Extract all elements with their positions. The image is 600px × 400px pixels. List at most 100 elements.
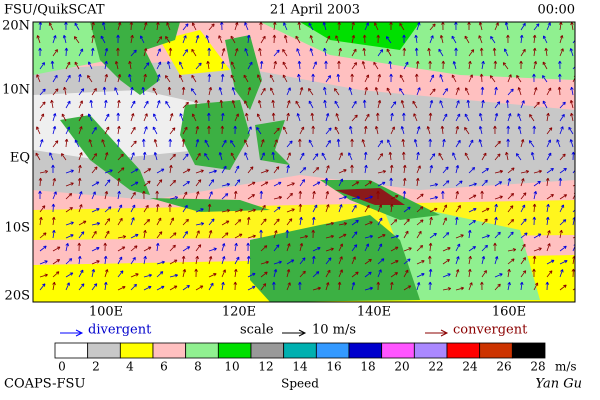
wind-arrow: [505, 151, 509, 161]
wind-arrow: [117, 22, 122, 31]
wind-arrow: [286, 152, 291, 161]
wind-arrow: [130, 113, 135, 122]
wind-arrow: [494, 140, 501, 148]
wind-arrow: [325, 190, 330, 200]
wind-arrow: [38, 190, 42, 200]
wind-arrow: [102, 86, 107, 96]
wind-arrow: [493, 242, 497, 252]
wind-arrow: [39, 205, 46, 213]
wind-arrow: [182, 285, 190, 291]
wind-arrow: [468, 282, 473, 291]
wind-arrow: [114, 60, 119, 70]
lat-label: 10N: [2, 83, 30, 98]
wind-arrow: [455, 269, 460, 278]
wind-arrow: [78, 269, 84, 278]
wind-arrow: [143, 168, 152, 174]
wind-arrow: [428, 281, 432, 291]
wind-arrow: [208, 86, 213, 96]
wind-arrow: [351, 114, 358, 122]
colorbar-swatch: [217, 342, 252, 359]
wind-arrow: [247, 208, 256, 213]
wind-arrow: [65, 126, 71, 135]
wind-arrow: [153, 152, 158, 161]
wind-arrow: [39, 139, 44, 148]
wind-arrow: [90, 47, 95, 57]
wind-arrow: [520, 178, 525, 187]
wind-arrow: [506, 125, 510, 135]
wind-arrow: [282, 48, 288, 57]
wind-arrow: [39, 101, 46, 109]
wind-arrow: [218, 87, 223, 96]
wind-arrow: [546, 270, 553, 278]
wind-arrow: [441, 190, 445, 200]
wind-arrow: [399, 74, 405, 83]
wind-arrow: [273, 166, 280, 174]
wind-arrow: [468, 255, 472, 265]
wind-arrow: [117, 125, 121, 135]
wind-arrow: [190, 88, 197, 96]
wind-arrow: [221, 112, 225, 122]
wind-arrow: [464, 113, 470, 122]
wind-arrow: [65, 61, 71, 70]
wind-arrow: [376, 190, 380, 200]
wind-arrow: [247, 285, 256, 291]
wind-arrow: [414, 34, 418, 44]
wind-arrow: [130, 273, 139, 278]
wind-arrow: [403, 285, 412, 291]
lat-label: 10S: [5, 221, 30, 236]
wind-arrow: [520, 257, 527, 265]
wind-arrow: [78, 100, 83, 109]
colorbar-tick: 2: [92, 360, 100, 374]
wind-arrow: [104, 206, 112, 213]
wind-arrow: [468, 49, 475, 57]
wind-vectors: [35, 22, 575, 291]
wind-arrow: [130, 152, 135, 161]
wind-arrow: [65, 74, 71, 83]
wind-arrow: [338, 269, 343, 278]
wind-arrow: [156, 260, 165, 265]
wind-arrow: [373, 61, 379, 70]
wind-arrow: [312, 153, 319, 161]
wind-arrow: [507, 248, 517, 252]
wind-arrow: [260, 283, 267, 291]
wind-arrow: [155, 190, 159, 200]
wind-arrow: [104, 179, 111, 187]
wind-arrow: [364, 22, 369, 31]
wind-arrow: [364, 74, 370, 83]
wind-arrow: [351, 204, 357, 213]
wind-arrow: [312, 255, 316, 265]
wind-arrow: [295, 100, 301, 109]
wind-arrow: [416, 87, 421, 96]
wind-arrow: [364, 271, 372, 278]
wind-arrow: [489, 75, 496, 83]
map-fields: [33, 22, 575, 302]
wind-arrow: [390, 246, 399, 252]
wind-arrow: [478, 125, 483, 135]
wind-arrow: [442, 166, 449, 174]
wind-arrow: [286, 112, 290, 122]
wind-arrow: [390, 126, 396, 135]
wind-arrow: [273, 260, 282, 265]
wind-arrow: [402, 190, 407, 200]
wind-arrow: [117, 190, 121, 200]
header-time: 00:00: [538, 3, 575, 18]
wind-arrow: [169, 259, 178, 265]
wind-arrow: [182, 153, 189, 161]
wind-arrow: [455, 87, 460, 96]
wind-arrow: [520, 218, 527, 226]
wind-arrow: [299, 242, 304, 252]
wind-arrow: [260, 87, 266, 96]
wind-arrow: [494, 101, 501, 109]
wind-arrow: [533, 23, 540, 31]
wind-arrow: [191, 74, 197, 83]
wind-arrow: [546, 230, 551, 239]
wind-arrow: [533, 190, 538, 200]
wind-arrow: [166, 22, 171, 31]
wind-arrow: [221, 165, 227, 174]
wind-arrow: [270, 87, 275, 96]
wind-arrow: [520, 48, 526, 57]
wind-arrow: [336, 138, 341, 148]
wind-arrow: [338, 178, 344, 187]
wind-arrow: [204, 152, 210, 161]
